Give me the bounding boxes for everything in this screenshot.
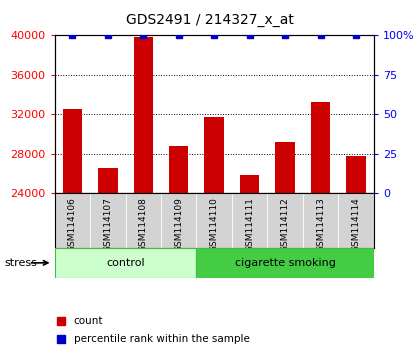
- Bar: [339, 193, 374, 248]
- Text: GSM114111: GSM114111: [245, 197, 254, 252]
- Text: GDS2491 / 214327_x_at: GDS2491 / 214327_x_at: [126, 12, 294, 27]
- Bar: [55, 193, 90, 248]
- Bar: [126, 193, 161, 248]
- Bar: [161, 193, 197, 248]
- Text: stress: stress: [4, 258, 37, 268]
- Text: GSM114108: GSM114108: [139, 197, 148, 252]
- Text: control: control: [106, 258, 145, 268]
- Text: count: count: [74, 316, 103, 326]
- Bar: [90, 193, 126, 248]
- Text: GSM114110: GSM114110: [210, 197, 219, 252]
- Text: GSM114114: GSM114114: [352, 197, 360, 252]
- Bar: [303, 193, 339, 248]
- Text: GSM114109: GSM114109: [174, 197, 183, 252]
- Bar: [311, 102, 331, 193]
- Bar: [205, 117, 224, 193]
- Bar: [232, 193, 268, 248]
- Bar: [134, 38, 153, 193]
- Bar: [346, 155, 366, 193]
- Text: GSM114113: GSM114113: [316, 197, 325, 252]
- Text: GSM114106: GSM114106: [68, 197, 77, 252]
- Text: cigarette smoking: cigarette smoking: [235, 258, 336, 268]
- Bar: [169, 146, 189, 193]
- Bar: [197, 193, 232, 248]
- Text: GSM114112: GSM114112: [281, 197, 290, 252]
- Text: GSM114107: GSM114107: [103, 197, 112, 252]
- Text: percentile rank within the sample: percentile rank within the sample: [74, 334, 249, 344]
- Bar: [240, 175, 260, 193]
- Bar: [55, 248, 197, 278]
- Bar: [63, 109, 82, 193]
- Bar: [268, 193, 303, 248]
- Bar: [197, 248, 374, 278]
- Bar: [98, 168, 118, 193]
- Bar: [276, 142, 295, 193]
